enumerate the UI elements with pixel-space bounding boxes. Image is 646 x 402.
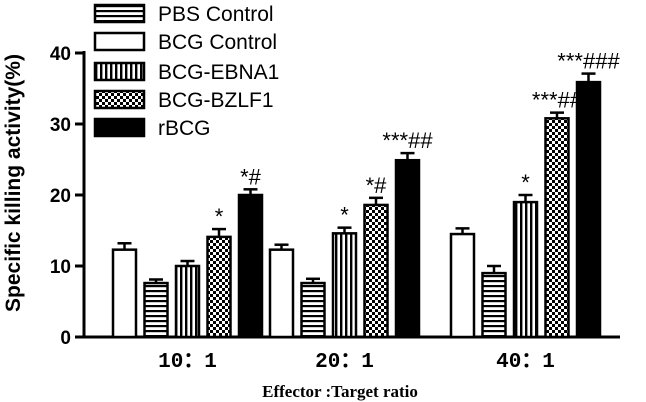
bar	[300, 281, 326, 339]
x-tick-label: 10：1	[158, 351, 217, 374]
significance-label: ***###	[557, 49, 620, 74]
y-tick-label: 40	[50, 44, 71, 65]
bar	[449, 232, 476, 339]
legend-swatch	[93, 3, 146, 24]
bar	[575, 80, 602, 339]
significance-label: *#	[240, 164, 262, 189]
bar	[394, 158, 421, 339]
legend-label: BCG-BZLF1	[158, 89, 274, 112]
legend: PBS Control BCG Control BCG-EBNA1 BCG-BZLF1…	[93, 3, 279, 140]
bar	[544, 117, 570, 339]
significance-label: *	[521, 170, 530, 195]
y-tick-label: 10	[50, 257, 71, 278]
legend-swatch	[93, 31, 146, 52]
bar	[174, 264, 201, 339]
axes: 0 10 20 30 40 10：1 20：1 40：1	[50, 44, 620, 374]
significance-label: ***##	[532, 88, 583, 113]
bar	[481, 271, 507, 339]
significance-label: ***##	[382, 128, 433, 153]
y-axis-label: Specific killing activity(%)	[2, 54, 25, 312]
bar	[143, 281, 169, 339]
significance-label: *#	[366, 173, 388, 198]
bar	[512, 200, 539, 339]
bar	[111, 248, 138, 339]
significance-label: *	[215, 204, 224, 229]
significance-label: *	[340, 203, 349, 228]
y-tick-label: 20	[50, 186, 71, 207]
legend-label: PBS Control	[158, 3, 274, 26]
x-tick-label: 20：1	[315, 351, 374, 374]
bar	[206, 235, 232, 339]
legend-label: BCG Control	[158, 31, 277, 54]
y-tick-label: 30	[50, 115, 71, 136]
legend-swatch	[93, 89, 146, 110]
legend-label: rBCG	[158, 117, 211, 140]
x-tick-label: 40：1	[496, 351, 555, 374]
y-tick-label: 0	[60, 328, 71, 349]
legend-label: BCG-EBNA1	[158, 61, 279, 84]
bar	[331, 232, 358, 339]
legend-swatch	[93, 117, 146, 138]
bar	[237, 193, 264, 339]
bar	[268, 248, 295, 339]
legend-swatch	[93, 61, 146, 82]
bar	[363, 203, 389, 339]
bars: * *# * *# ***## * ***## ***###	[111, 49, 620, 339]
x-axis-label: Effector :Target ratio	[262, 382, 418, 401]
